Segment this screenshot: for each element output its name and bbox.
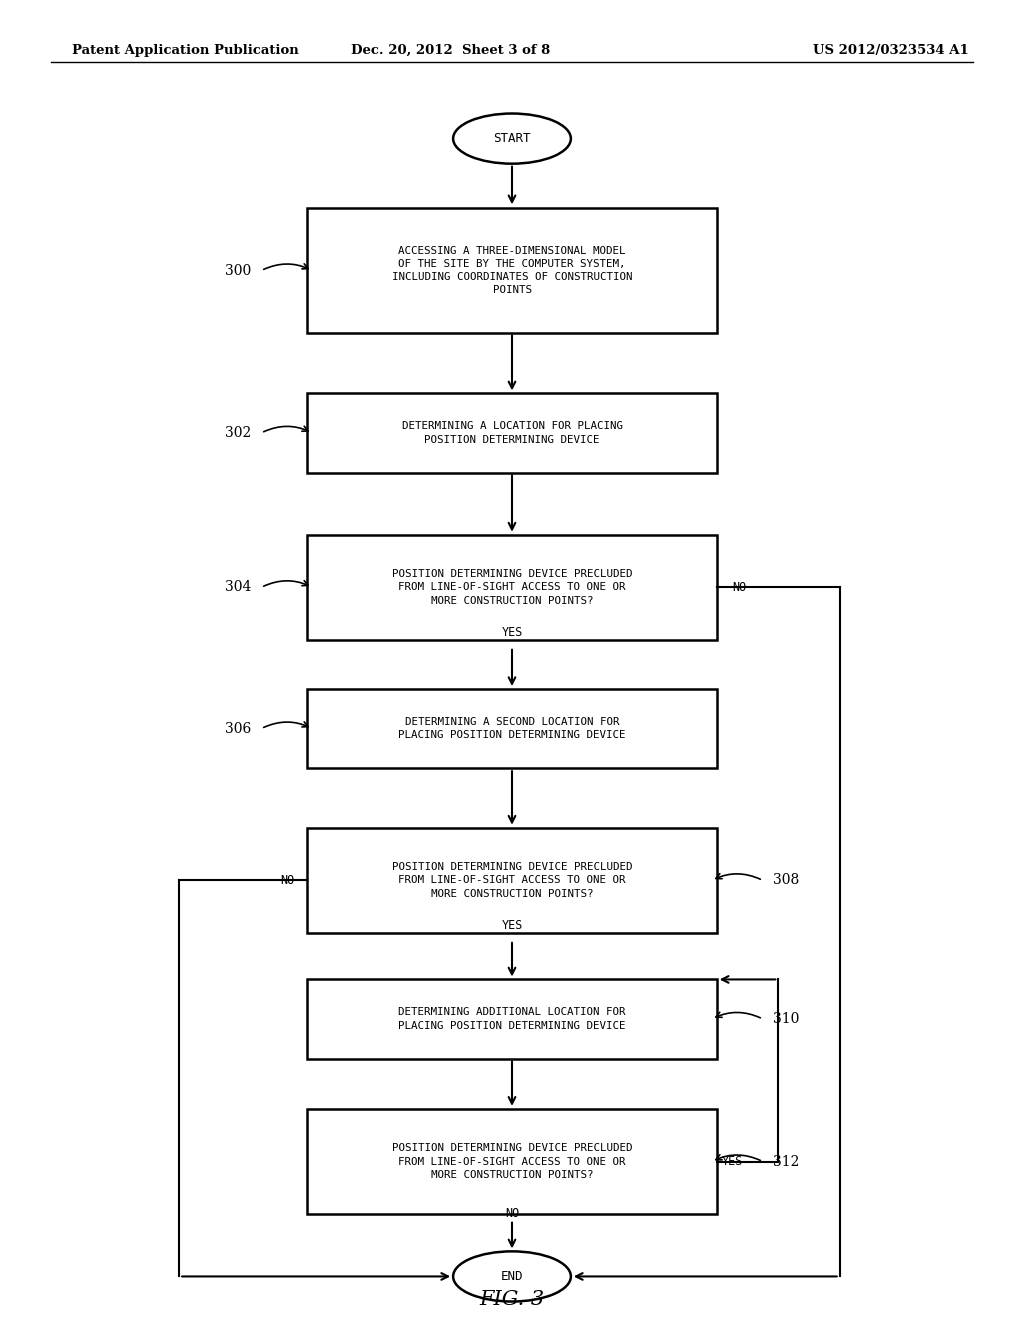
Bar (307, 828, 717, 933)
Text: NO: NO (505, 1206, 519, 1220)
Text: Dec. 20, 2012  Sheet 3 of 8: Dec. 20, 2012 Sheet 3 of 8 (351, 44, 550, 57)
Text: 300: 300 (224, 264, 251, 277)
Text: POSITION DETERMINING DEVICE PRECLUDED
FROM LINE-OF-SIGHT ACCESS TO ONE OR
MORE C: POSITION DETERMINING DEVICE PRECLUDED FR… (392, 569, 632, 606)
Bar (307, 535, 717, 640)
Bar (307, 1109, 717, 1214)
Text: NO: NO (732, 581, 746, 594)
Text: END: END (501, 1270, 523, 1283)
Ellipse shape (453, 1251, 571, 1302)
Text: DETERMINING A SECOND LOCATION FOR
PLACING POSITION DETERMINING DEVICE: DETERMINING A SECOND LOCATION FOR PLACIN… (398, 717, 626, 741)
Text: START: START (494, 132, 530, 145)
Text: YES: YES (502, 919, 522, 932)
Bar (307, 689, 717, 768)
Bar (307, 393, 717, 473)
Bar (307, 979, 717, 1059)
Text: POSITION DETERMINING DEVICE PRECLUDED
FROM LINE-OF-SIGHT ACCESS TO ONE OR
MORE C: POSITION DETERMINING DEVICE PRECLUDED FR… (392, 862, 632, 899)
Bar (307, 209, 717, 333)
Text: FIG. 3: FIG. 3 (479, 1291, 545, 1309)
Text: Patent Application Publication: Patent Application Publication (72, 44, 298, 57)
Text: 304: 304 (224, 581, 251, 594)
Text: 306: 306 (224, 722, 251, 735)
Text: DETERMINING ADDITIONAL LOCATION FOR
PLACING POSITION DETERMINING DEVICE: DETERMINING ADDITIONAL LOCATION FOR PLAC… (398, 1007, 626, 1031)
Text: 308: 308 (773, 874, 800, 887)
Text: 312: 312 (773, 1155, 800, 1168)
Text: DETERMINING A LOCATION FOR PLACING
POSITION DETERMINING DEVICE: DETERMINING A LOCATION FOR PLACING POSIT… (401, 421, 623, 445)
Text: YES: YES (502, 626, 522, 639)
Text: US 2012/0323534 A1: US 2012/0323534 A1 (813, 44, 969, 57)
Text: 310: 310 (773, 1012, 800, 1026)
Text: YES: YES (722, 1155, 743, 1168)
Text: NO: NO (281, 874, 295, 887)
Text: POSITION DETERMINING DEVICE PRECLUDED
FROM LINE-OF-SIGHT ACCESS TO ONE OR
MORE C: POSITION DETERMINING DEVICE PRECLUDED FR… (392, 1143, 632, 1180)
Text: ACCESSING A THREE-DIMENSIONAL MODEL
OF THE SITE BY THE COMPUTER SYSTEM,
INCLUDIN: ACCESSING A THREE-DIMENSIONAL MODEL OF T… (392, 246, 632, 296)
Text: 302: 302 (224, 426, 251, 440)
Ellipse shape (453, 114, 571, 164)
